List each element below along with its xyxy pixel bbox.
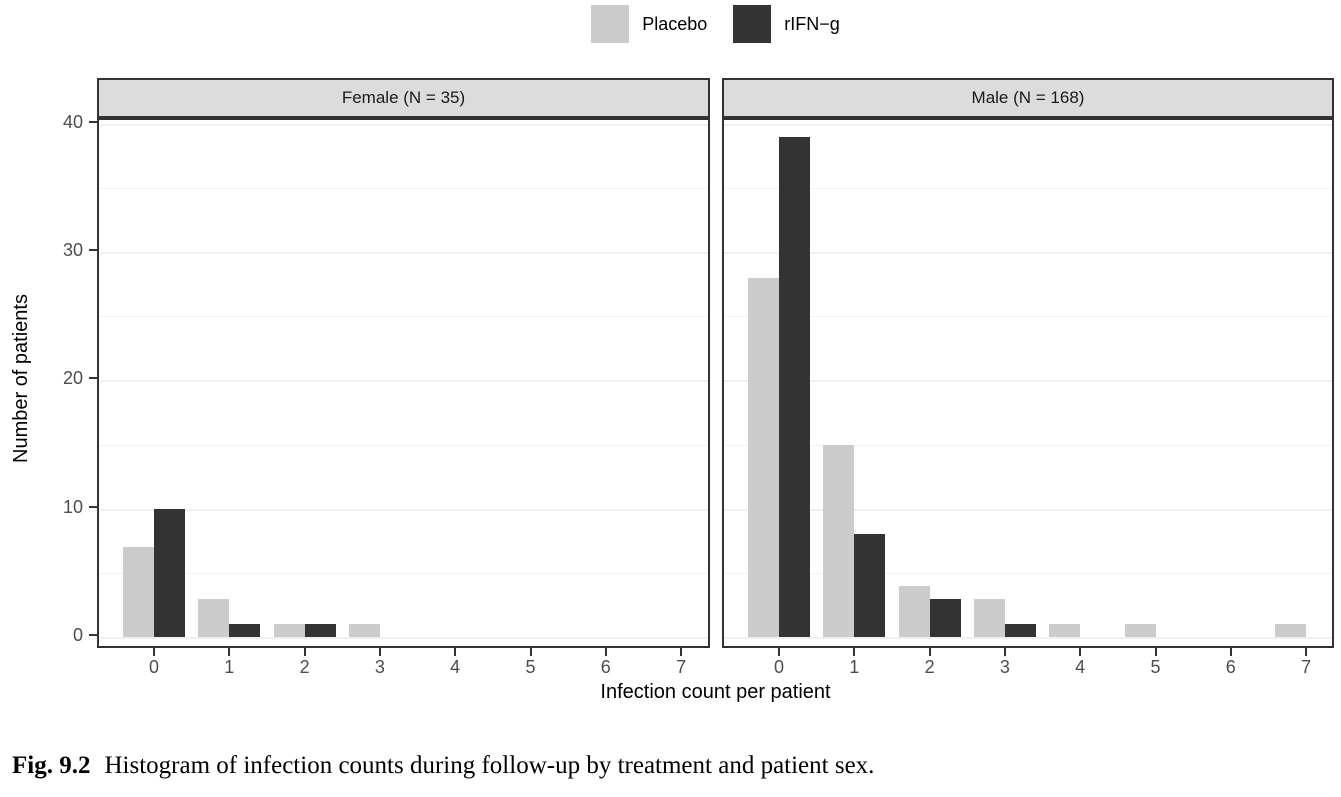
facet-strip-label: Female (N = 35) <box>341 88 466 107</box>
y-axis-tick-label: 30 <box>62 240 83 261</box>
gridline <box>99 252 708 255</box>
x-axis-tick-label: 7 <box>1301 657 1312 677</box>
legend-item-label: rIFN−g <box>784 13 840 34</box>
gridline <box>99 572 708 574</box>
x-axis-tick <box>853 648 856 656</box>
x-axis-tick <box>604 648 607 656</box>
x-axis-tick-label: 1 <box>849 657 860 677</box>
gridline <box>724 380 1332 383</box>
gridline <box>99 316 708 318</box>
x-axis-tick-label: 1 <box>224 657 235 677</box>
x-axis-tick-label: 6 <box>600 657 611 677</box>
bar <box>898 585 930 637</box>
x-axis-tick <box>1229 648 1232 656</box>
x-axis-tick <box>529 648 532 656</box>
facet-strip: Female (N = 35) <box>97 78 710 118</box>
x-axis-tick-label: 7 <box>676 657 687 677</box>
x-axis-tick-label: 4 <box>450 657 461 677</box>
caption-text: Histogram of infection counts during fol… <box>104 752 875 779</box>
bar <box>854 534 886 637</box>
gridline <box>99 508 708 511</box>
gridline <box>724 508 1332 511</box>
y-axis-title: Number of patients <box>10 294 32 463</box>
x-axis-tick <box>1003 648 1006 656</box>
bar <box>1004 624 1036 637</box>
gridline <box>724 572 1332 574</box>
bar <box>973 598 1005 637</box>
x-axis-tick <box>928 648 931 656</box>
x-axis-tick-label: 0 <box>773 657 784 677</box>
bar <box>929 598 961 637</box>
gridline <box>724 123 1332 126</box>
bar <box>823 444 855 637</box>
legend-item: rIFN−g <box>733 5 840 43</box>
bar <box>198 598 230 637</box>
x-axis-tick <box>1154 648 1157 656</box>
gridline <box>99 123 708 126</box>
legend-key-swatch <box>733 5 772 43</box>
legend: Placebo rIFN−g <box>97 4 1334 44</box>
x-axis-title: Infection count per patient <box>600 681 831 703</box>
y-axis-tick <box>89 505 97 508</box>
bar <box>1275 624 1307 637</box>
bar <box>1049 624 1081 637</box>
x-axis-tick-label: 5 <box>1150 657 1161 677</box>
gridline <box>724 316 1332 318</box>
bar <box>229 624 261 637</box>
facet-panel <box>97 118 710 648</box>
x-axis-tick <box>454 648 457 656</box>
x-axis-tick-label: 2 <box>924 657 935 677</box>
x-axis-tick-label: 2 <box>299 657 310 677</box>
x-axis-tick <box>778 648 780 656</box>
y-axis-tick <box>89 634 97 636</box>
x-axis-tick-label: 3 <box>999 657 1010 677</box>
y-axis-tick <box>89 249 97 252</box>
facet-strip: Male (N = 168) <box>722 78 1334 118</box>
gridline <box>99 444 708 446</box>
bar <box>348 624 380 637</box>
legend-item: Placebo <box>591 5 707 43</box>
gridline <box>99 187 708 189</box>
bar <box>273 624 305 637</box>
y-axis-tick <box>89 377 97 380</box>
gridline <box>724 637 1332 639</box>
x-axis-tick-label: 5 <box>525 657 536 677</box>
figure-caption: Fig. 9.2 Histogram of infection counts du… <box>12 752 1332 780</box>
y-axis-tick-label: 40 <box>62 111 83 132</box>
bar <box>123 547 154 637</box>
gridline <box>724 187 1332 189</box>
gridline <box>724 444 1332 446</box>
x-axis-tick <box>680 648 683 656</box>
x-axis-tick <box>228 648 231 656</box>
bar <box>748 277 779 637</box>
x-axis-tick <box>1079 648 1082 656</box>
figure-number: Fig. 9.2 <box>12 752 91 779</box>
x-axis-tick <box>303 648 306 656</box>
y-axis-tick-label: 0 <box>72 625 83 645</box>
y-axis-tick-label: 10 <box>62 496 83 517</box>
x-axis-tick-label: 6 <box>1225 657 1236 677</box>
legend-item-label: Placebo <box>642 13 708 34</box>
y-axis-tick <box>89 120 97 123</box>
bar <box>1124 624 1156 637</box>
facet-panel <box>722 118 1334 648</box>
x-axis-tick <box>153 648 155 656</box>
y-axis-tick-label: 20 <box>62 368 83 389</box>
gridline <box>99 637 708 639</box>
bar <box>779 136 810 637</box>
gridline <box>99 380 708 383</box>
x-axis-tick-label: 3 <box>374 657 385 677</box>
bar <box>304 624 336 637</box>
x-axis-tick-label: 0 <box>148 657 159 677</box>
facet-strip-label: Male (N = 168) <box>971 88 1085 107</box>
gridline <box>724 252 1332 255</box>
x-axis-tick <box>378 648 381 656</box>
legend-key-swatch <box>591 5 630 43</box>
x-axis-tick-label: 4 <box>1075 657 1086 677</box>
x-axis-tick <box>1305 648 1308 656</box>
bar <box>154 508 185 637</box>
